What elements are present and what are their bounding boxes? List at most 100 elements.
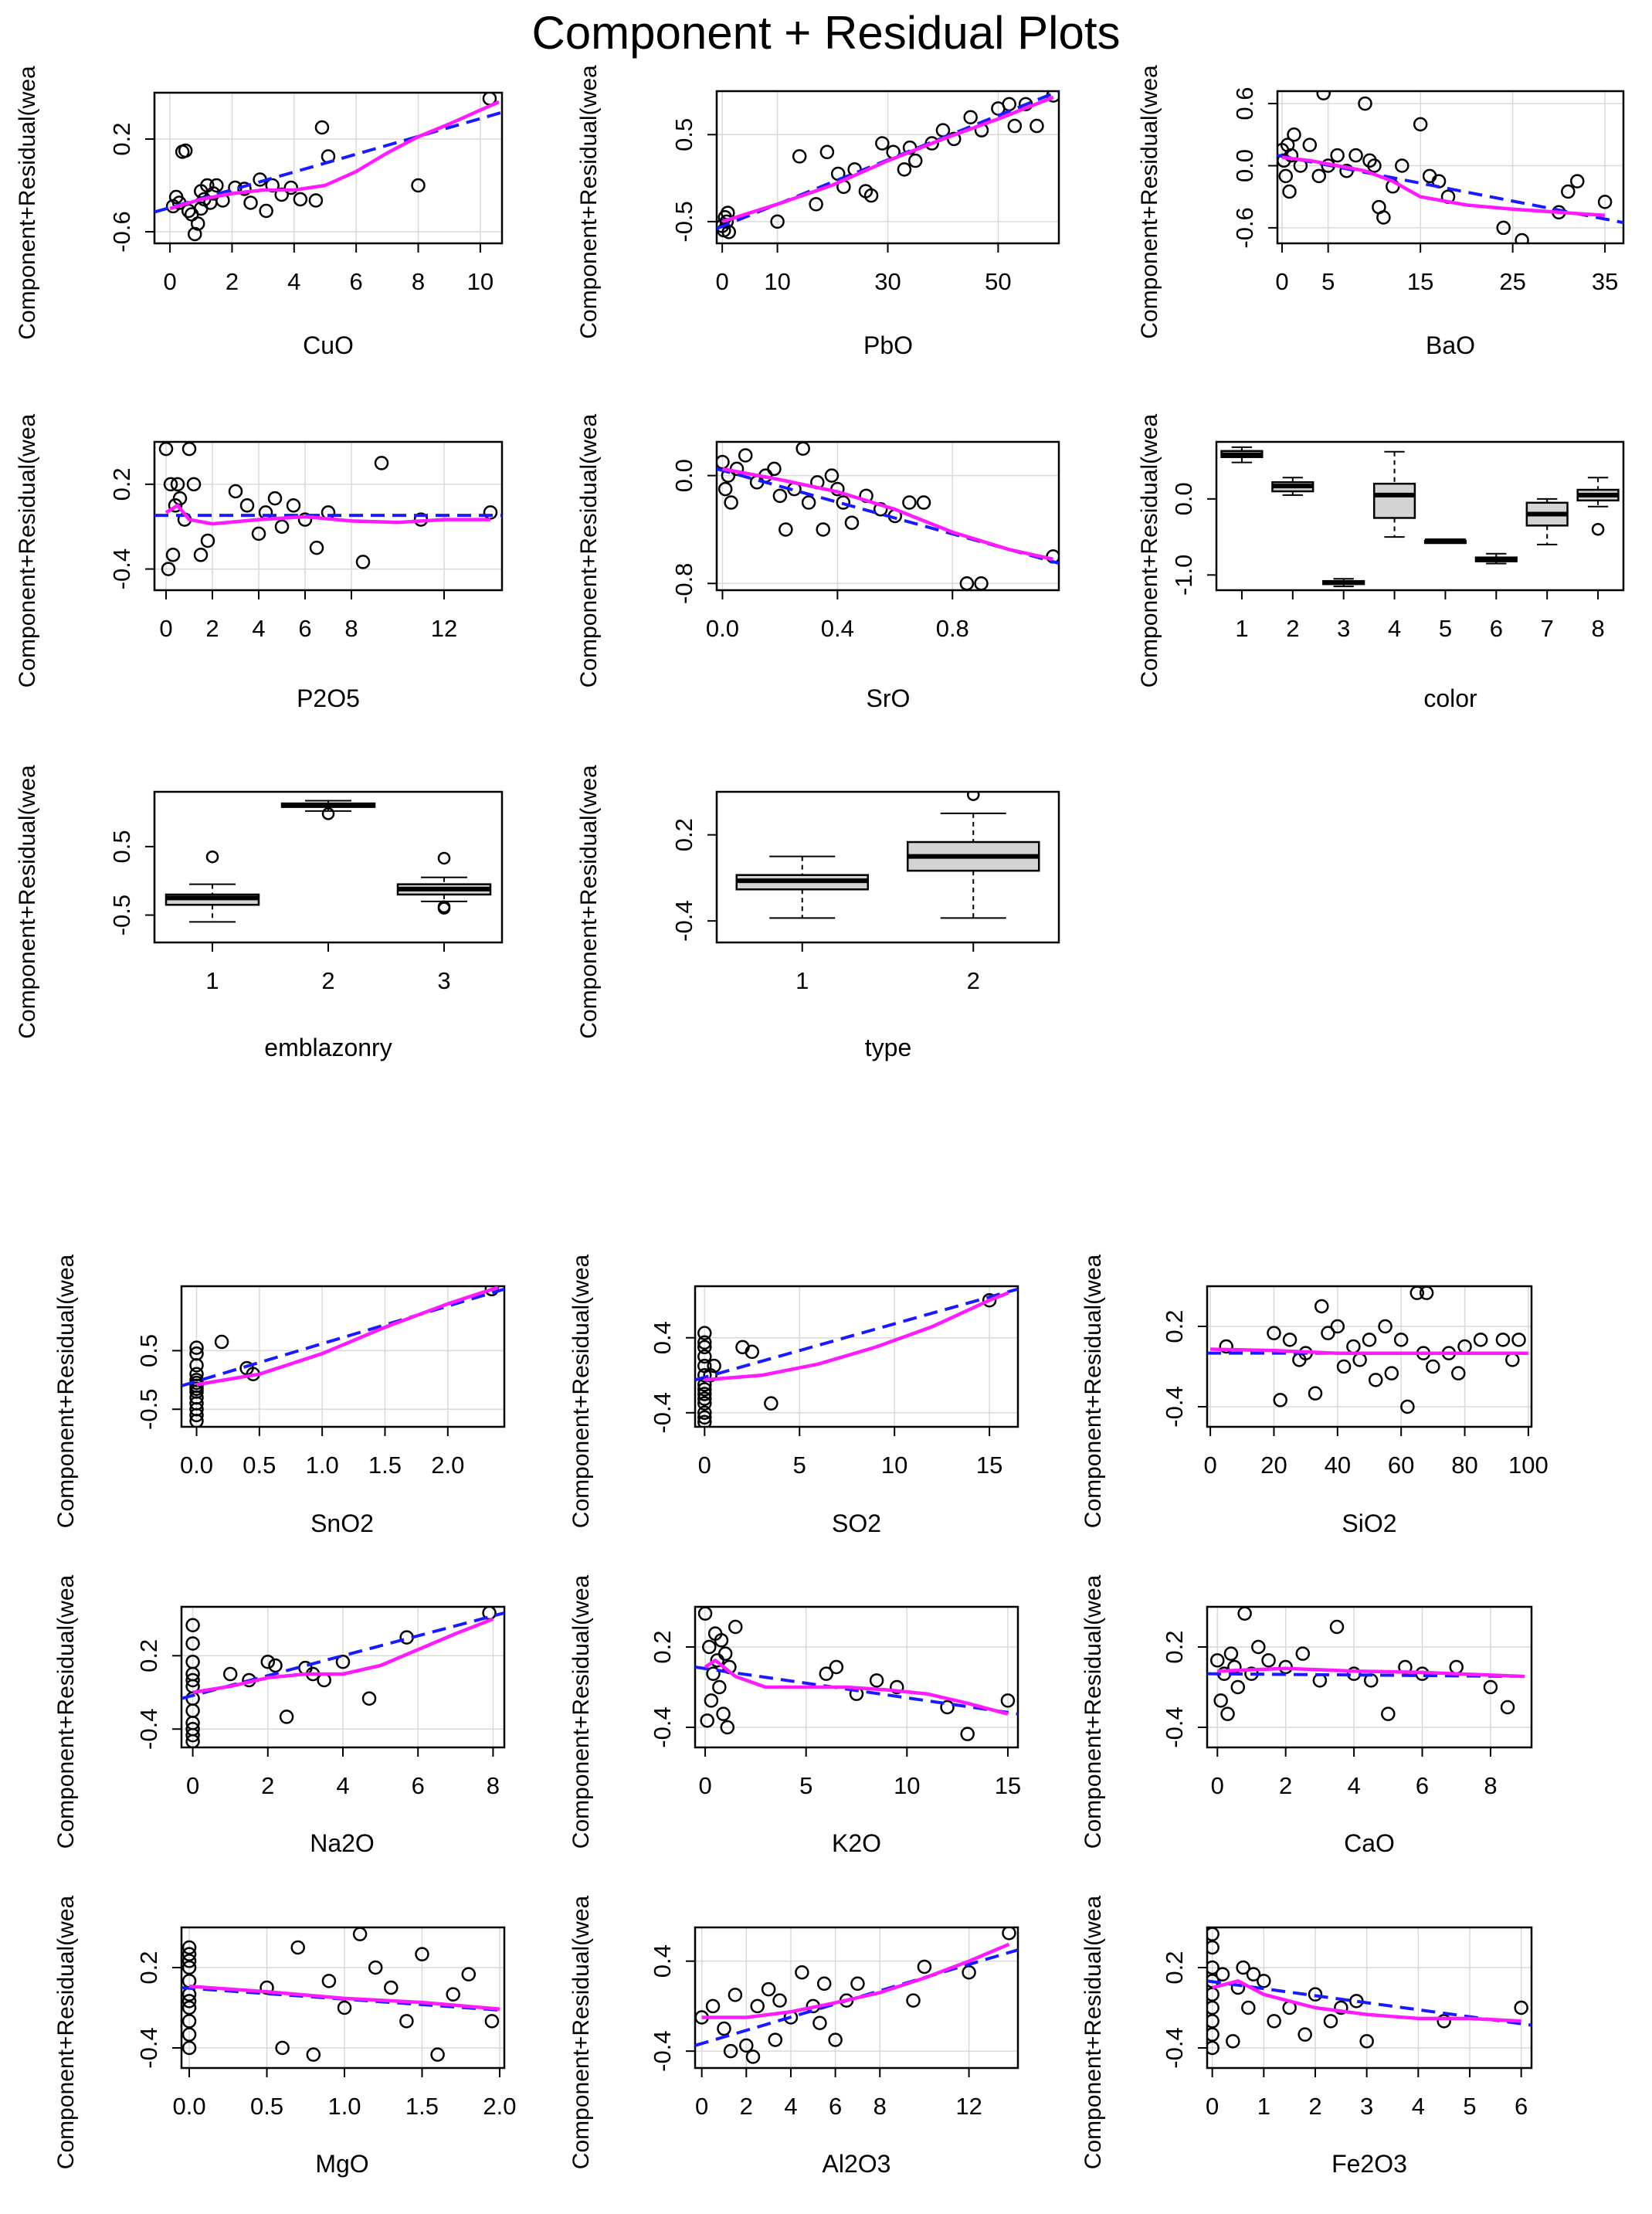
panel-sno2: 0.0 0.5 1.0 1.5 2.0 -0.5 0.5 SnO2 Component+Resi… xyxy=(53,1254,506,1537)
data-point xyxy=(1359,2034,1374,2049)
data-point xyxy=(181,1994,197,2009)
data-point xyxy=(917,1959,932,1975)
data-point xyxy=(906,1993,921,2008)
data-point xyxy=(1308,1987,1323,2002)
data-point xyxy=(209,178,224,193)
panel-sio2: 0 20 40 60 80 100 -0.4 0.2 SiO2 Component+Residua… xyxy=(1080,1254,1549,1537)
data-point xyxy=(484,2014,500,2029)
data-point xyxy=(850,1976,865,1992)
x-tick-label: 3 xyxy=(1360,2093,1373,2120)
data-point xyxy=(1330,148,1345,163)
data-point xyxy=(1376,210,1391,225)
y-axis-label: Component+Residual(wea xyxy=(53,1574,79,1849)
x-tick-label: 15 xyxy=(1407,268,1433,295)
data-point xyxy=(1030,118,1044,134)
data-point xyxy=(314,120,330,135)
smooth-curve xyxy=(169,100,500,211)
plot-area xyxy=(1277,91,1623,243)
x-tick-label: 10 xyxy=(467,268,494,295)
data-point xyxy=(697,1414,712,1427)
x-axis-label: K2O xyxy=(832,1829,881,1857)
data-point xyxy=(1321,1326,1335,1340)
y-tick-label: 0.4 xyxy=(649,1321,676,1354)
y-axis-label: Component+Residual(wea xyxy=(1137,65,1162,339)
x-tick-label: 1 xyxy=(205,967,219,994)
outlier-point xyxy=(967,792,980,801)
y-tick-label: 0.2 xyxy=(135,1951,162,1984)
data-point xyxy=(1207,1987,1219,2002)
panel-color: 1 2 3 4 5 6 7 8 -1.0 0.0 color Component+Residual(w… xyxy=(1137,413,1625,712)
x-tick-label: 2.0 xyxy=(431,1452,464,1479)
x-tick-label: 8 xyxy=(1484,1772,1497,1799)
x-tick-label: 8 xyxy=(873,2093,887,2120)
data-point xyxy=(399,2014,414,2029)
linear-fit-line xyxy=(695,1948,1018,2047)
data-point xyxy=(1367,158,1382,173)
smooth-curve xyxy=(192,1617,494,1695)
data-point xyxy=(268,1658,283,1673)
plot-frame xyxy=(1215,440,1625,592)
data-point xyxy=(193,548,209,562)
x-tick-label: 60 xyxy=(1388,1452,1414,1479)
data-point xyxy=(1207,2040,1219,2056)
y-tick-label: -0.4 xyxy=(108,548,135,589)
data-point xyxy=(1561,184,1576,199)
x-tick-label: 2 xyxy=(261,1772,274,1799)
x-tick-label: 2 xyxy=(226,268,239,295)
y-tick-label: 0.5 xyxy=(108,830,135,863)
x-tick-label: 1 xyxy=(795,967,809,994)
data-point xyxy=(286,498,301,513)
data-point xyxy=(704,1693,719,1708)
data-point xyxy=(1451,1366,1466,1380)
x-axis-label: Fe2O3 xyxy=(1331,2150,1407,2178)
data-point xyxy=(1000,1693,1016,1708)
data-point xyxy=(1213,1693,1228,1708)
data-point xyxy=(1278,168,1294,184)
data-point xyxy=(194,201,209,216)
plot-frame xyxy=(694,1605,1019,1749)
plot-frame xyxy=(715,790,1060,944)
data-point xyxy=(712,1679,727,1695)
x-tick-label: 10 xyxy=(764,268,790,295)
data-point xyxy=(890,1679,904,1695)
x-tick-label: 0.5 xyxy=(243,1452,276,1479)
plot-area xyxy=(695,1287,1018,1427)
data-point xyxy=(1413,117,1428,132)
x-tick-label: 1.5 xyxy=(405,2093,439,2120)
data-point xyxy=(184,207,199,222)
data-point xyxy=(745,1344,760,1360)
data-point xyxy=(1334,2000,1348,2015)
data-point xyxy=(222,1666,238,1682)
data-point xyxy=(181,2000,197,2015)
x-tick-label: 20 xyxy=(1260,1452,1287,1479)
data-point xyxy=(974,576,989,590)
data-point xyxy=(982,1292,997,1308)
outlier-point xyxy=(321,807,335,820)
x-tick-label: 0 xyxy=(163,268,176,295)
data-point xyxy=(1251,1639,1266,1655)
data-point xyxy=(181,1960,197,1975)
data-point xyxy=(1378,1319,1392,1334)
data-point xyxy=(1368,1373,1383,1387)
data-point xyxy=(1207,2027,1219,2042)
panel-emblazonry: 1 2 3 -0.5 0.5 emblazonry Component+Residual(w… xyxy=(15,765,504,1061)
y-axis-label: Component+Residual(wea xyxy=(1080,1895,1106,2169)
x-tick-label: 50 xyxy=(985,268,1011,295)
data-point xyxy=(399,1630,414,1645)
data-point xyxy=(185,1618,200,1632)
data-point xyxy=(178,143,193,158)
plot-area xyxy=(1207,1286,1532,1414)
x-tick-label: 7 xyxy=(1541,615,1554,642)
data-point xyxy=(869,1673,884,1688)
x-tick-label: 4 xyxy=(336,1772,349,1799)
plot-frame xyxy=(180,1926,506,2070)
data-point xyxy=(185,1722,200,1737)
data-point xyxy=(181,1954,197,1968)
data-point xyxy=(1287,127,1301,142)
data-point xyxy=(697,1391,712,1406)
linear-fit-line xyxy=(717,467,1059,565)
plot-area xyxy=(181,1607,504,1747)
x-tick-label: 25 xyxy=(1499,268,1525,295)
data-point xyxy=(1570,174,1585,188)
data-point xyxy=(290,1940,305,1955)
